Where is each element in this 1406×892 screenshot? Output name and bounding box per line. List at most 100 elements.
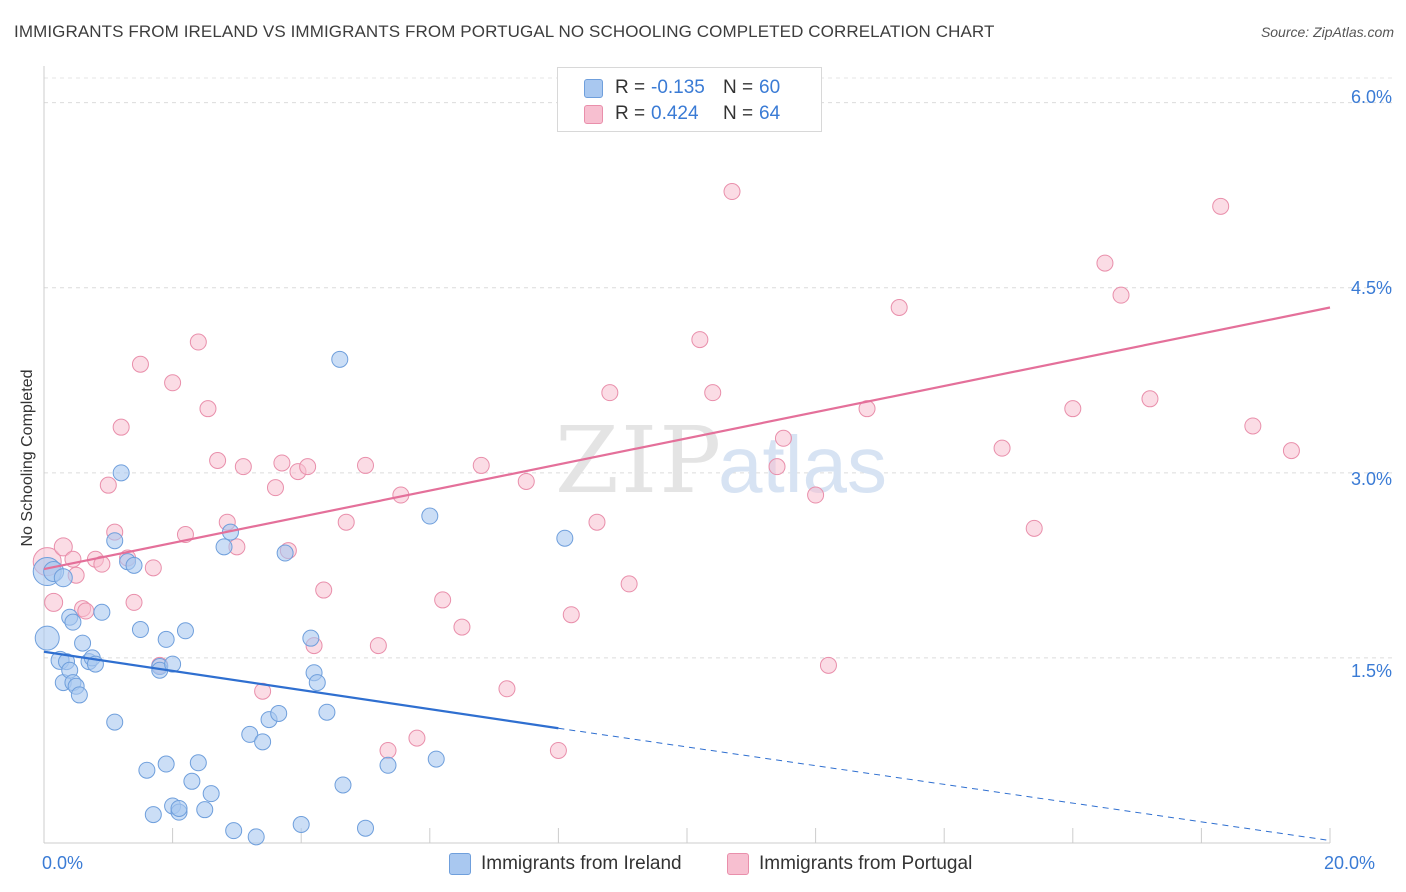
ireland-swatch (584, 78, 603, 98)
ireland-point (318, 703, 336, 721)
ireland-point (379, 756, 397, 774)
portugal-point (562, 606, 580, 624)
n-value: 64 (759, 103, 781, 124)
portugal-point (369, 637, 387, 655)
ireland-point (196, 801, 214, 819)
portugal-point (408, 729, 426, 747)
portugal-point (1112, 286, 1130, 304)
portugal-point (819, 656, 837, 674)
portugal-point (453, 618, 471, 636)
portugal-point (774, 429, 792, 447)
ireland-point (112, 464, 130, 482)
ireland-trend-extension (558, 727, 1331, 842)
portugal-point (549, 741, 567, 759)
portugal-point (125, 593, 143, 611)
portugal-point (768, 458, 786, 476)
ireland-point (183, 772, 201, 790)
portugal-point (209, 452, 227, 469)
ireland-point (138, 761, 156, 779)
ireland-point (64, 613, 82, 631)
portugal-point (890, 299, 908, 316)
portugal-point (1244, 417, 1262, 435)
ireland-point (53, 568, 73, 588)
ireland-point (125, 556, 143, 574)
grid-lines (44, 77, 1392, 659)
portugal-swatch (584, 104, 603, 124)
r-label: R = (615, 103, 646, 124)
portugal-trend-line (43, 306, 1331, 571)
portugal-swatch (727, 853, 749, 875)
ireland-point (189, 754, 207, 772)
ireland-point (74, 634, 92, 652)
trend-lines (43, 306, 1331, 842)
ireland-point (144, 806, 162, 824)
portugal-point (498, 680, 516, 698)
n-label: N = (723, 103, 754, 124)
ireland-point (131, 621, 149, 639)
portugal-point (144, 559, 162, 577)
r-label: R = (615, 77, 646, 98)
ireland-point (157, 630, 175, 648)
x-tick-label-min: 0.0% (42, 853, 84, 873)
portugal-point (164, 374, 182, 392)
n-value: 60 (759, 77, 781, 98)
ireland-point (421, 507, 439, 525)
ireland-point (106, 713, 124, 731)
n-label: N = (723, 77, 754, 98)
portugal-point (807, 486, 825, 504)
portugal-point (299, 458, 317, 476)
chart-title: IMMIGRANTS FROM IRELAND VS IMMIGRANTS FR… (14, 22, 995, 41)
portugal-point (723, 183, 741, 201)
portugal-point (1212, 197, 1230, 215)
ireland-point (70, 686, 88, 704)
portugal-point (93, 555, 111, 573)
portugal-point (337, 513, 355, 531)
r-value: -0.135 (651, 77, 705, 98)
portugal-point (517, 472, 535, 490)
y-tick-label: 6.0% (1350, 87, 1392, 107)
ireland-point (106, 532, 124, 550)
portugal-point (44, 592, 64, 612)
ireland-point (276, 544, 294, 562)
x-tick-label-max: 20.0% (1324, 853, 1376, 873)
ireland-point (247, 828, 265, 846)
r-value: 0.424 (651, 103, 699, 124)
portugal-point (315, 581, 333, 599)
y-tick-label: 3.0% (1350, 469, 1392, 489)
ireland-point (170, 799, 188, 817)
legend-item-label: Immigrants from Ireland (481, 853, 682, 874)
ireland-point (157, 755, 175, 773)
portugal-point (434, 591, 452, 609)
ireland-point (254, 733, 272, 751)
portugal-point (588, 513, 606, 531)
ireland-point (241, 725, 259, 743)
ireland-point (164, 655, 182, 673)
ireland-point (331, 350, 349, 368)
legend-row-ireland: R = -0.135 N = 60 (584, 77, 780, 99)
portugal-point (1282, 442, 1300, 460)
portugal-point (620, 575, 638, 593)
portugal-point (472, 456, 490, 474)
portugal-point (379, 741, 397, 759)
portugal-point (234, 458, 252, 476)
portugal-point (1064, 400, 1082, 418)
portugal-point (1025, 519, 1043, 537)
ireland-point (556, 529, 574, 547)
portugal-point (131, 355, 149, 373)
ireland-point (176, 622, 194, 640)
legend-item-ireland: Immigrants from Ireland (449, 852, 682, 876)
ireland-point (292, 815, 310, 833)
portugal-point (99, 476, 117, 494)
y-tick-label: 1.5% (1350, 661, 1392, 681)
legend-item-portugal: Immigrants from Portugal (727, 852, 972, 876)
ireland-trend-line (43, 650, 559, 730)
portugal-point (704, 384, 722, 402)
ireland-point (427, 750, 445, 768)
ireland-point (93, 603, 111, 621)
portugal-point (601, 384, 619, 402)
portugal-point (1096, 254, 1114, 272)
ireland-point (308, 674, 326, 692)
ireland-point (357, 819, 374, 837)
series-ireland-points (32, 350, 574, 846)
